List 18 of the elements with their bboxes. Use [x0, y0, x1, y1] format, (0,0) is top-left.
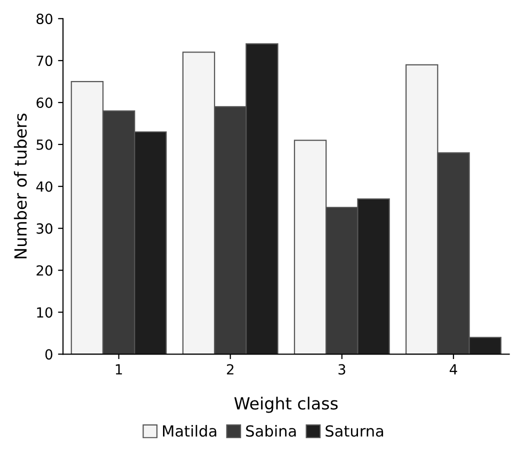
y-tick-label: 20 [36, 265, 52, 276]
legend-label: Sabina [246, 424, 296, 437]
y-tick-label: 40 [36, 181, 52, 192]
y-tick-label: 0 [45, 349, 52, 360]
y-tick-label: 10 [37, 307, 52, 318]
x-tick-label: 3 [338, 364, 346, 375]
x-tick-label: 4 [450, 364, 458, 374]
x-tick-label: 1 [116, 364, 122, 374]
x-axis-title: Weight class [234, 396, 338, 413]
x-tick-label: 2 [226, 364, 234, 374]
y-tick-label: 70 [36, 56, 52, 66]
y-tick-label: 80 [36, 14, 52, 24]
y-tick-label: 50 [36, 139, 52, 150]
y-tick-label: 30 [36, 223, 52, 234]
legend-label: Matilda [163, 424, 216, 437]
y-tick-label: 60 [36, 97, 52, 108]
y-axis-title: Number of tubers [14, 114, 27, 258]
legend-label: Saturna [326, 425, 384, 437]
